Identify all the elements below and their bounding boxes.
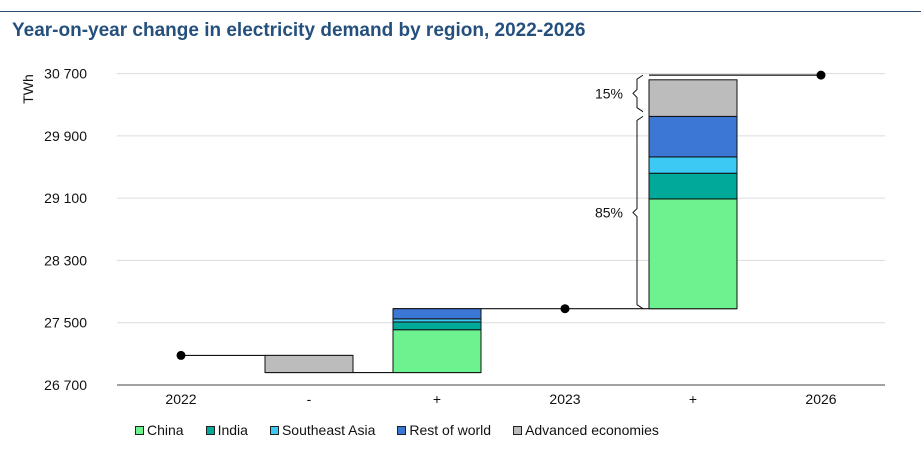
- bar-segment-southeast-asia: [648, 156, 738, 174]
- bar-segment-india: [392, 321, 482, 331]
- bar-segment-advanced-economies: [648, 79, 738, 117]
- legend-item: China: [135, 421, 184, 439]
- legend-label: Southeast Asia: [281, 422, 376, 438]
- x-tick-label: -: [307, 391, 312, 407]
- bar-segment-advanced-economies: [264, 354, 354, 374]
- legend-label: Rest of world: [409, 422, 492, 438]
- legend-swatch: [513, 425, 523, 435]
- annotation-label: 85%: [595, 205, 623, 221]
- legend-item: Rest of world: [397, 421, 491, 439]
- legend-item: Southeast Asia: [269, 421, 376, 439]
- top-rule: [0, 11, 921, 12]
- total-marker: [560, 304, 570, 314]
- total-marker: [176, 350, 186, 360]
- bar-segment-india: [648, 172, 738, 200]
- bar-segment-rest-of-world: [648, 115, 738, 158]
- bar-segment-china: [392, 329, 482, 374]
- chart-title: Year-on-year change in electricity deman…: [12, 20, 586, 41]
- y-tick-label: 29 900: [44, 128, 87, 144]
- annotation-label: 15%: [595, 85, 623, 101]
- y-tick-label: 30 700: [44, 66, 87, 82]
- legend-swatch: [135, 425, 144, 435]
- y-tick-label: 28 300: [44, 252, 87, 268]
- chart-legend: China India Southeast Asia Rest of world Adv…: [135, 421, 681, 439]
- x-tick-label: 2026: [805, 391, 836, 407]
- legend-label: China: [147, 422, 184, 438]
- y-axis-label: TWh: [20, 74, 36, 104]
- total-marker: [816, 70, 826, 80]
- legend-item: Advanced economies: [513, 421, 659, 439]
- y-tick-label: 26 700: [44, 377, 87, 393]
- x-tick-label: 2022: [165, 391, 196, 407]
- bar-segment-rest-of-world: [392, 308, 482, 320]
- y-tick-label: 27 500: [44, 315, 87, 331]
- legend-swatch: [397, 425, 407, 435]
- x-tick-label: 2023: [549, 391, 580, 407]
- x-tick-label: +: [433, 391, 441, 407]
- x-tick-label: +: [689, 391, 697, 407]
- annotation-bracket: [632, 74, 644, 113]
- legend-swatch: [205, 425, 215, 435]
- bar-segment-china: [648, 198, 738, 310]
- annotation-bracket: [632, 115, 644, 310]
- legend-label: Advanced economies: [525, 422, 659, 438]
- legend-item: India: [205, 421, 248, 439]
- y-tick-label: 29 100: [44, 190, 87, 206]
- legend-swatch: [269, 425, 279, 435]
- legend-label: India: [217, 422, 248, 438]
